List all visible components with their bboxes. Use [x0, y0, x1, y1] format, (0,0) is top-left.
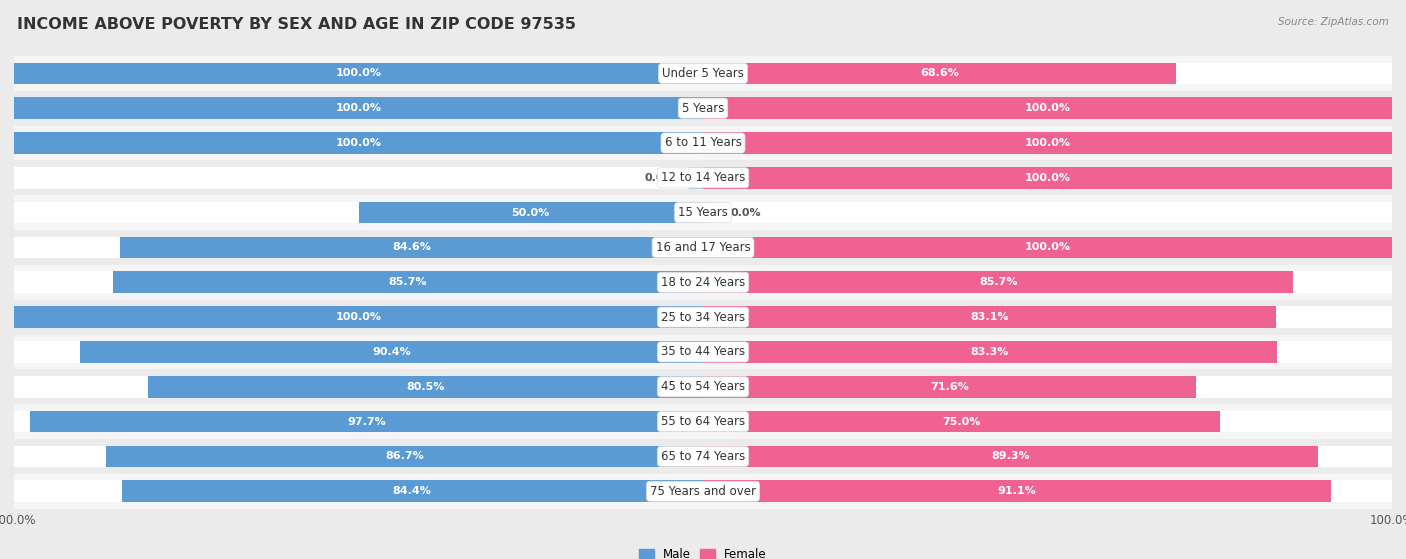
- Bar: [14, 369, 1392, 404]
- Bar: [703, 97, 1392, 119]
- Bar: [703, 306, 1275, 328]
- Text: 100.0%: 100.0%: [1025, 138, 1070, 148]
- Bar: [359, 202, 703, 224]
- Bar: [149, 376, 703, 397]
- Bar: [121, 481, 703, 502]
- Text: 90.4%: 90.4%: [373, 347, 411, 357]
- Text: 91.1%: 91.1%: [997, 486, 1036, 496]
- Text: 100.0%: 100.0%: [336, 138, 381, 148]
- Bar: [14, 97, 703, 119]
- Text: 45 to 54 Years: 45 to 54 Years: [661, 380, 745, 394]
- Bar: [703, 341, 1277, 363]
- Text: 75.0%: 75.0%: [942, 416, 980, 427]
- Text: 83.3%: 83.3%: [970, 347, 1010, 357]
- Text: 18 to 24 Years: 18 to 24 Years: [661, 276, 745, 289]
- Text: INCOME ABOVE POVERTY BY SEX AND AGE IN ZIP CODE 97535: INCOME ABOVE POVERTY BY SEX AND AGE IN Z…: [17, 17, 576, 32]
- Bar: [14, 160, 1392, 195]
- Text: 71.6%: 71.6%: [931, 382, 969, 392]
- Bar: [14, 300, 1392, 334]
- Bar: [14, 195, 1392, 230]
- Text: 100.0%: 100.0%: [1025, 173, 1070, 183]
- Bar: [703, 376, 1197, 397]
- Text: 65 to 74 Years: 65 to 74 Years: [661, 450, 745, 463]
- Bar: [14, 439, 1392, 474]
- Bar: [30, 411, 703, 433]
- Bar: [14, 126, 1392, 160]
- Bar: [703, 446, 1319, 467]
- Bar: [14, 411, 1392, 433]
- Bar: [703, 132, 1392, 154]
- Text: 85.7%: 85.7%: [979, 277, 1018, 287]
- Bar: [703, 202, 717, 224]
- Legend: Male, Female: Male, Female: [634, 544, 772, 559]
- Text: 100.0%: 100.0%: [1025, 243, 1070, 253]
- Bar: [14, 132, 1392, 154]
- Text: 5 Years: 5 Years: [682, 102, 724, 115]
- Text: 100.0%: 100.0%: [1025, 103, 1070, 113]
- Bar: [703, 63, 1175, 84]
- Bar: [14, 481, 1392, 502]
- Text: 0.0%: 0.0%: [645, 173, 675, 183]
- Text: 16 and 17 Years: 16 and 17 Years: [655, 241, 751, 254]
- Bar: [14, 97, 1392, 119]
- Bar: [703, 272, 1294, 293]
- Bar: [703, 481, 1330, 502]
- Bar: [80, 341, 703, 363]
- Text: 55 to 64 Years: 55 to 64 Years: [661, 415, 745, 428]
- Text: 68.6%: 68.6%: [920, 68, 959, 78]
- Bar: [14, 446, 1392, 467]
- Text: 75 Years and over: 75 Years and over: [650, 485, 756, 498]
- Text: 6 to 11 Years: 6 to 11 Years: [665, 136, 741, 149]
- Text: 15 Years: 15 Years: [678, 206, 728, 219]
- Bar: [105, 446, 703, 467]
- Bar: [14, 404, 1392, 439]
- Text: 100.0%: 100.0%: [336, 68, 381, 78]
- Text: 85.7%: 85.7%: [388, 277, 427, 287]
- Text: Under 5 Years: Under 5 Years: [662, 67, 744, 80]
- Bar: [14, 167, 1392, 188]
- Bar: [14, 230, 1392, 265]
- Bar: [14, 132, 703, 154]
- Text: 84.6%: 84.6%: [392, 243, 432, 253]
- Text: 97.7%: 97.7%: [347, 416, 385, 427]
- Bar: [703, 236, 1392, 258]
- Text: 100.0%: 100.0%: [336, 103, 381, 113]
- Bar: [14, 265, 1392, 300]
- Text: 0.0%: 0.0%: [731, 207, 761, 217]
- Bar: [703, 411, 1219, 433]
- Bar: [14, 63, 703, 84]
- Text: Source: ZipAtlas.com: Source: ZipAtlas.com: [1278, 17, 1389, 27]
- Bar: [14, 334, 1392, 369]
- Bar: [14, 306, 1392, 328]
- Bar: [120, 236, 703, 258]
- Bar: [703, 167, 1392, 188]
- Bar: [112, 272, 703, 293]
- Bar: [14, 63, 1392, 84]
- Bar: [14, 341, 1392, 363]
- Bar: [14, 474, 1392, 509]
- Bar: [14, 272, 1392, 293]
- Text: 100.0%: 100.0%: [336, 312, 381, 322]
- Text: 83.1%: 83.1%: [970, 312, 1008, 322]
- Text: 35 to 44 Years: 35 to 44 Years: [661, 345, 745, 358]
- Bar: [14, 376, 1392, 397]
- Text: 25 to 34 Years: 25 to 34 Years: [661, 311, 745, 324]
- Text: 84.4%: 84.4%: [392, 486, 432, 496]
- Text: 80.5%: 80.5%: [406, 382, 444, 392]
- Text: 12 to 14 Years: 12 to 14 Years: [661, 171, 745, 184]
- Bar: [14, 236, 1392, 258]
- Bar: [14, 202, 1392, 224]
- Bar: [14, 56, 1392, 91]
- Text: 50.0%: 50.0%: [512, 207, 550, 217]
- Text: 89.3%: 89.3%: [991, 452, 1031, 461]
- Bar: [14, 306, 703, 328]
- Bar: [689, 167, 703, 188]
- Bar: [14, 91, 1392, 126]
- Text: 86.7%: 86.7%: [385, 452, 423, 461]
